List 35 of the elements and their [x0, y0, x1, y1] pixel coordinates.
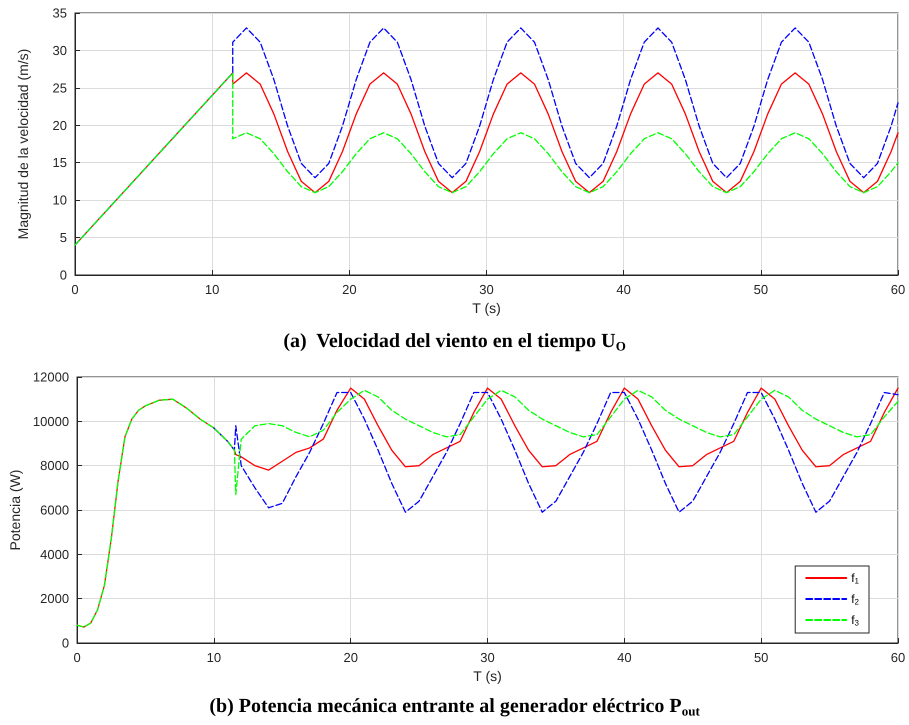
y-axis-title: Potencia (W) — [7, 470, 23, 550]
y-tick-label: 6000 — [40, 502, 70, 518]
x-tick-label: 10 — [206, 650, 222, 665]
line-series — [74, 72, 899, 246]
x-axis-title: T (s) — [472, 300, 501, 316]
x-tick-label: 20 — [343, 650, 358, 665]
y-tick-label: 0 — [60, 268, 67, 282]
x-tick-label: 60 — [890, 650, 906, 665]
line-series — [213, 392, 899, 513]
y-tick-label: 30 — [52, 42, 67, 58]
y-tick-label: 5 — [60, 230, 67, 246]
x-tick-label: 30 — [480, 650, 495, 665]
x-tick-label: 40 — [617, 650, 632, 665]
x-tick-label: 20 — [342, 282, 357, 297]
y-tick-label: 15 — [52, 155, 67, 170]
y-tick-label: 25 — [52, 80, 67, 96]
x-tick-label: 0 — [73, 650, 81, 665]
y-axis-title: Magnitud de la velocidad (m/s) — [15, 48, 31, 240]
y-tick-label: 8000 — [40, 458, 70, 474]
x-tick-label: 30 — [479, 282, 494, 297]
y-tick-label: 20 — [52, 118, 67, 133]
y-tick-label: 10000 — [32, 414, 70, 429]
x-tick-label: 0 — [71, 282, 79, 297]
x-axis-title: T (s) — [473, 668, 502, 684]
y-tick-label: 35 — [52, 6, 67, 20]
x-tick-label: 60 — [890, 282, 906, 297]
x-tick-label: 50 — [754, 650, 768, 665]
y-tick-label: 4000 — [40, 546, 70, 562]
y-tick-label: 0 — [62, 636, 70, 650]
x-tick-label: 50 — [754, 282, 768, 297]
y-tick-label: 12000 — [32, 370, 70, 384]
y-tick-label: 2000 — [40, 591, 70, 606]
x-tick-label: 10 — [204, 282, 220, 297]
x-tick-label: 40 — [616, 282, 631, 297]
y-tick-label: 10 — [52, 192, 67, 208]
